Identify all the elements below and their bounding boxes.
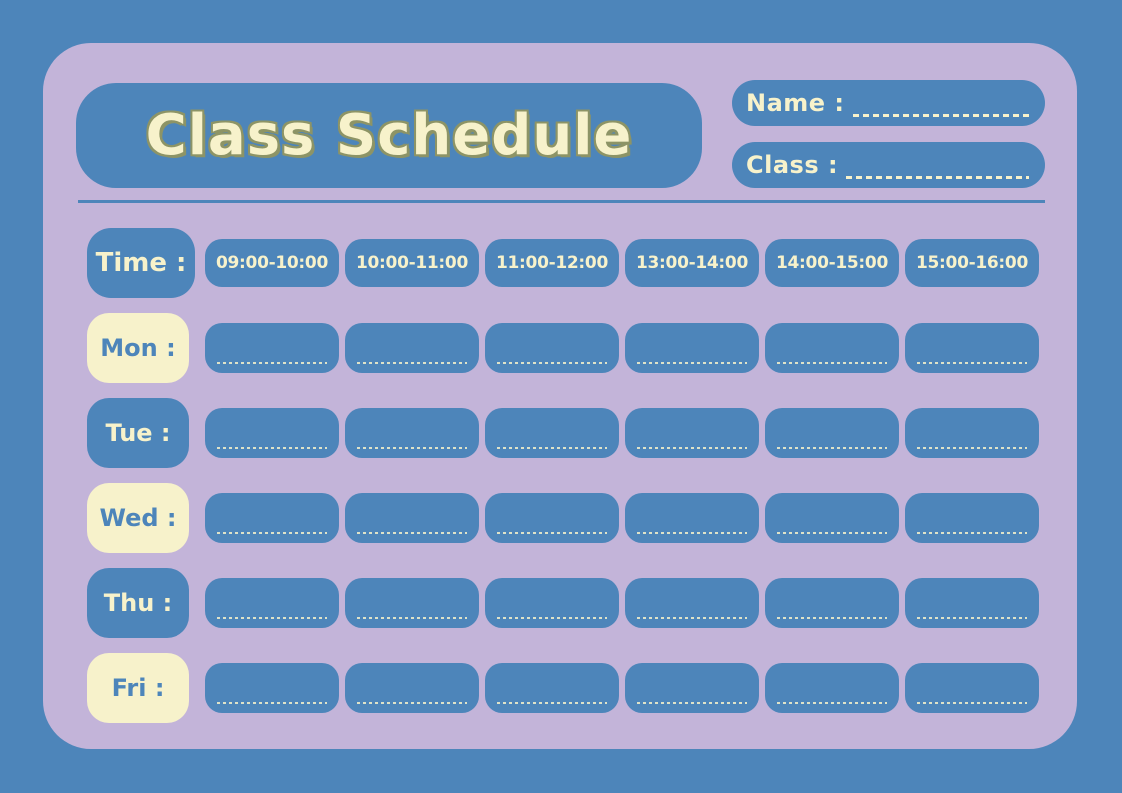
cell-fill-line (917, 617, 1027, 619)
schedule-cell[interactable] (485, 323, 619, 373)
cell-fill-line (357, 447, 467, 449)
cell-fill-line (357, 532, 467, 534)
schedule-cell[interactable] (345, 408, 479, 458)
time-slot-header: 15:00-16:00 (905, 239, 1039, 287)
schedule-cell[interactable] (485, 663, 619, 713)
cell-fill-line (917, 447, 1027, 449)
cell-fill-line (217, 362, 327, 364)
schedule-cell[interactable] (905, 323, 1039, 373)
day-label-wed: Wed : (87, 483, 189, 553)
day-row-wed: Wed : (87, 483, 1039, 553)
class-field[interactable]: Class : (732, 142, 1045, 188)
title-banner: Class Schedule (76, 83, 702, 188)
cell-fill-line (637, 702, 747, 704)
schedule-cell[interactable] (205, 578, 339, 628)
schedule-cell[interactable] (345, 323, 479, 373)
cell-fill-line (217, 447, 327, 449)
schedule-cell[interactable] (765, 493, 899, 543)
schedule-cell[interactable] (345, 493, 479, 543)
cell-fill-line (217, 617, 327, 619)
schedule-cell[interactable] (905, 408, 1039, 458)
schedule-cell[interactable] (625, 493, 759, 543)
cell-fill-line (497, 447, 607, 449)
day-label-tue: Tue : (87, 398, 189, 468)
time-slot-header: 13:00-14:00 (625, 239, 759, 287)
cell-fill-line (497, 362, 607, 364)
time-row-label: Time : (87, 228, 195, 298)
schedule-cell[interactable] (205, 408, 339, 458)
schedule-cell[interactable] (205, 323, 339, 373)
schedule-cell[interactable] (485, 408, 619, 458)
cell-fill-line (357, 617, 467, 619)
schedule-card: Class Schedule Name : Class : Time : 09:… (43, 43, 1077, 749)
name-field-label: Name : (746, 89, 845, 117)
cell-fill-line (917, 702, 1027, 704)
schedule-cell[interactable] (205, 493, 339, 543)
cell-fill-line (777, 532, 887, 534)
schedule-cell[interactable] (345, 663, 479, 713)
schedule-cell[interactable] (905, 663, 1039, 713)
schedule-cell[interactable] (765, 663, 899, 713)
page-title: Class Schedule (145, 103, 633, 168)
header-divider (78, 200, 1045, 203)
cell-fill-line (357, 702, 467, 704)
cell-fill-line (777, 362, 887, 364)
schedule-cell[interactable] (485, 578, 619, 628)
cell-fill-line (637, 617, 747, 619)
cell-fill-line (497, 617, 607, 619)
cell-fill-line (497, 532, 607, 534)
cell-fill-line (637, 362, 747, 364)
cell-fill-line (637, 447, 747, 449)
schedule-cell[interactable] (765, 408, 899, 458)
day-row-mon: Mon : (87, 313, 1039, 383)
schedule-cell[interactable] (625, 323, 759, 373)
class-field-label: Class : (746, 151, 839, 179)
schedule-cell[interactable] (905, 493, 1039, 543)
day-label-thu: Thu : (87, 568, 189, 638)
schedule-cell[interactable] (625, 663, 759, 713)
cell-fill-line (217, 532, 327, 534)
day-row-thu: Thu : (87, 568, 1039, 638)
cell-fill-line (637, 532, 747, 534)
time-slot-header: 09:00-10:00 (205, 239, 339, 287)
day-label-fri: Fri : (87, 653, 189, 723)
cell-fill-line (777, 617, 887, 619)
class-fill-line (846, 176, 1029, 179)
schedule-grid: Time : 09:00-10:00 10:00-11:00 11:00-12:… (87, 228, 1039, 738)
schedule-cell[interactable] (205, 663, 339, 713)
time-header-row: Time : 09:00-10:00 10:00-11:00 11:00-12:… (87, 228, 1039, 298)
name-field[interactable]: Name : (732, 80, 1045, 126)
cell-fill-line (497, 702, 607, 704)
time-slot-header: 10:00-11:00 (345, 239, 479, 287)
schedule-cell[interactable] (905, 578, 1039, 628)
day-row-tue: Tue : (87, 398, 1039, 468)
schedule-cell[interactable] (345, 578, 479, 628)
day-row-fri: Fri : (87, 653, 1039, 723)
cell-fill-line (777, 447, 887, 449)
name-fill-line (852, 114, 1029, 117)
schedule-cell[interactable] (485, 493, 619, 543)
cell-fill-line (917, 532, 1027, 534)
schedule-cell[interactable] (765, 578, 899, 628)
schedule-cell[interactable] (765, 323, 899, 373)
schedule-cell[interactable] (625, 578, 759, 628)
cell-fill-line (777, 702, 887, 704)
schedule-cell[interactable] (625, 408, 759, 458)
time-slot-header: 14:00-15:00 (765, 239, 899, 287)
cell-fill-line (217, 702, 327, 704)
time-slot-header: 11:00-12:00 (485, 239, 619, 287)
cell-fill-line (357, 362, 467, 364)
cell-fill-line (917, 362, 1027, 364)
day-label-mon: Mon : (87, 313, 189, 383)
